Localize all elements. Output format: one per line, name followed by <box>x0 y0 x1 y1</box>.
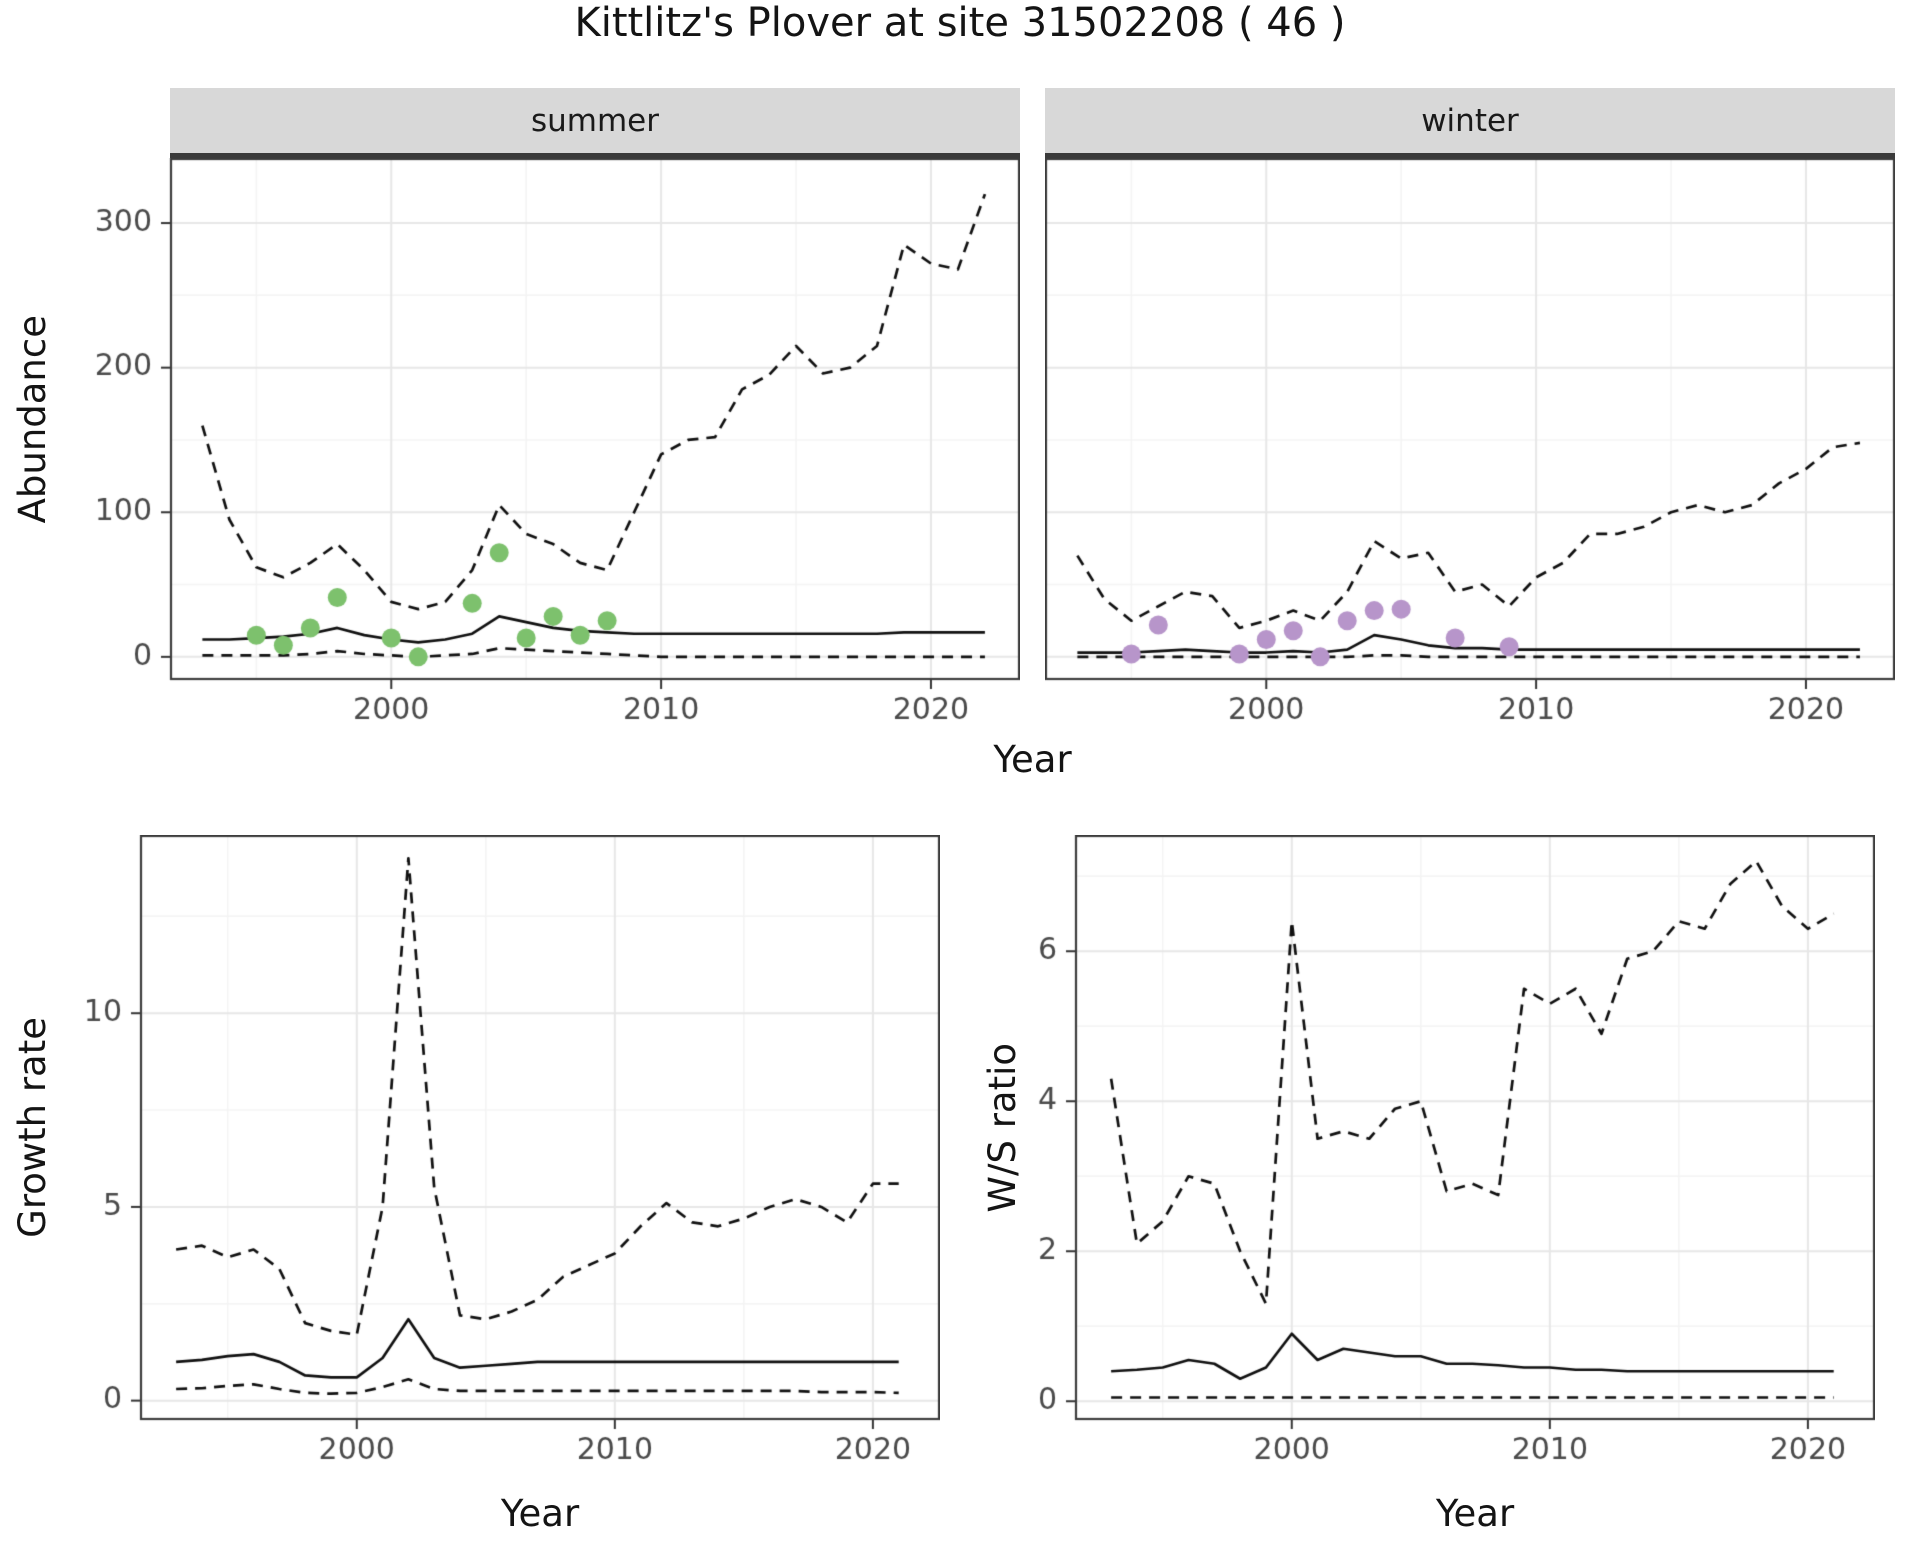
y-axis-label-abundance: Abundance <box>10 314 54 524</box>
x-axis-label-year-top: Year <box>993 738 1072 781</box>
panel-growth-rate <box>30 835 940 1485</box>
facet-strip-summer-label: summer <box>530 102 659 139</box>
panel-abundance-summer <box>60 158 1020 758</box>
panel-abundance-winter <box>1045 158 1895 758</box>
facet-strip-winter-label: winter <box>1421 102 1519 139</box>
panel-ws-ratio <box>975 835 1875 1485</box>
x-axis-label-year-growth: Year <box>500 1492 580 1535</box>
facet-strip-summer: summer <box>170 88 1020 158</box>
x-axis-label-year-ws: Year <box>1435 1492 1515 1535</box>
page-title: Kittlitz's Plover at site 31502208 ( 46 … <box>574 0 1346 46</box>
facet-strip-winter: winter <box>1045 88 1895 158</box>
